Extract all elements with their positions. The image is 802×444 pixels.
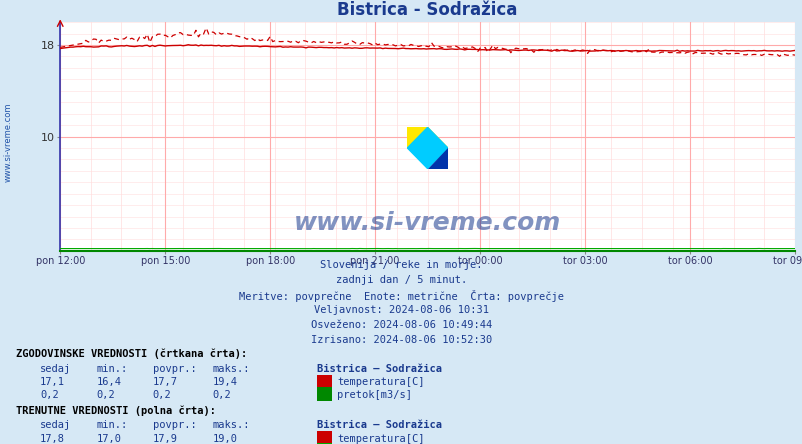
Text: min.:: min.: bbox=[96, 420, 128, 431]
Text: sedaj: sedaj bbox=[40, 420, 71, 431]
Text: www.si-vreme.com: www.si-vreme.com bbox=[3, 102, 13, 182]
Text: Meritve: povprečne  Enote: metrične  Črta: povprečje: Meritve: povprečne Enote: metrične Črta:… bbox=[239, 290, 563, 302]
Text: 0,2: 0,2 bbox=[152, 390, 171, 400]
Text: 17,8: 17,8 bbox=[40, 434, 65, 444]
Text: 0,2: 0,2 bbox=[213, 390, 231, 400]
Text: 0,2: 0,2 bbox=[96, 390, 115, 400]
Text: Bistrica – Sodražica: Bistrica – Sodražica bbox=[317, 420, 442, 431]
Text: Izrisano: 2024-08-06 10:52:30: Izrisano: 2024-08-06 10:52:30 bbox=[310, 335, 492, 345]
Text: 17,0: 17,0 bbox=[96, 434, 121, 444]
Text: 17,7: 17,7 bbox=[152, 377, 177, 388]
Text: 0,2: 0,2 bbox=[40, 390, 59, 400]
Text: 19,0: 19,0 bbox=[213, 434, 237, 444]
Text: sedaj: sedaj bbox=[40, 364, 71, 374]
Text: 17,1: 17,1 bbox=[40, 377, 65, 388]
Text: TRENUTNE VREDNOSTI (polna črta):: TRENUTNE VREDNOSTI (polna črta): bbox=[16, 405, 216, 416]
Text: povpr.:: povpr.: bbox=[152, 364, 196, 374]
Text: povpr.:: povpr.: bbox=[152, 420, 196, 431]
Text: Osveženo: 2024-08-06 10:49:44: Osveženo: 2024-08-06 10:49:44 bbox=[310, 320, 492, 330]
Text: 19,4: 19,4 bbox=[213, 377, 237, 388]
Text: temperatura[C]: temperatura[C] bbox=[337, 377, 424, 388]
Text: Slovenija / reke in morje.: Slovenija / reke in morje. bbox=[320, 260, 482, 270]
Title: Bistrica - Sodražica: Bistrica - Sodražica bbox=[337, 1, 517, 19]
Text: ZGODOVINSKE VREDNOSTI (črtkana črta):: ZGODOVINSKE VREDNOSTI (črtkana črta): bbox=[16, 349, 247, 360]
Text: 17,9: 17,9 bbox=[152, 434, 177, 444]
Text: maks.:: maks.: bbox=[213, 364, 250, 374]
Text: zadnji dan / 5 minut.: zadnji dan / 5 minut. bbox=[335, 275, 467, 285]
Text: maks.:: maks.: bbox=[213, 420, 250, 431]
Text: temperatura[C]: temperatura[C] bbox=[337, 434, 424, 444]
Text: pretok[m3/s]: pretok[m3/s] bbox=[337, 390, 411, 400]
Text: Veljavnost: 2024-08-06 10:31: Veljavnost: 2024-08-06 10:31 bbox=[314, 305, 488, 315]
Text: min.:: min.: bbox=[96, 364, 128, 374]
Text: www.si-vreme.com: www.si-vreme.com bbox=[294, 211, 561, 235]
Text: 16,4: 16,4 bbox=[96, 377, 121, 388]
Text: Bistrica – Sodražica: Bistrica – Sodražica bbox=[317, 364, 442, 374]
